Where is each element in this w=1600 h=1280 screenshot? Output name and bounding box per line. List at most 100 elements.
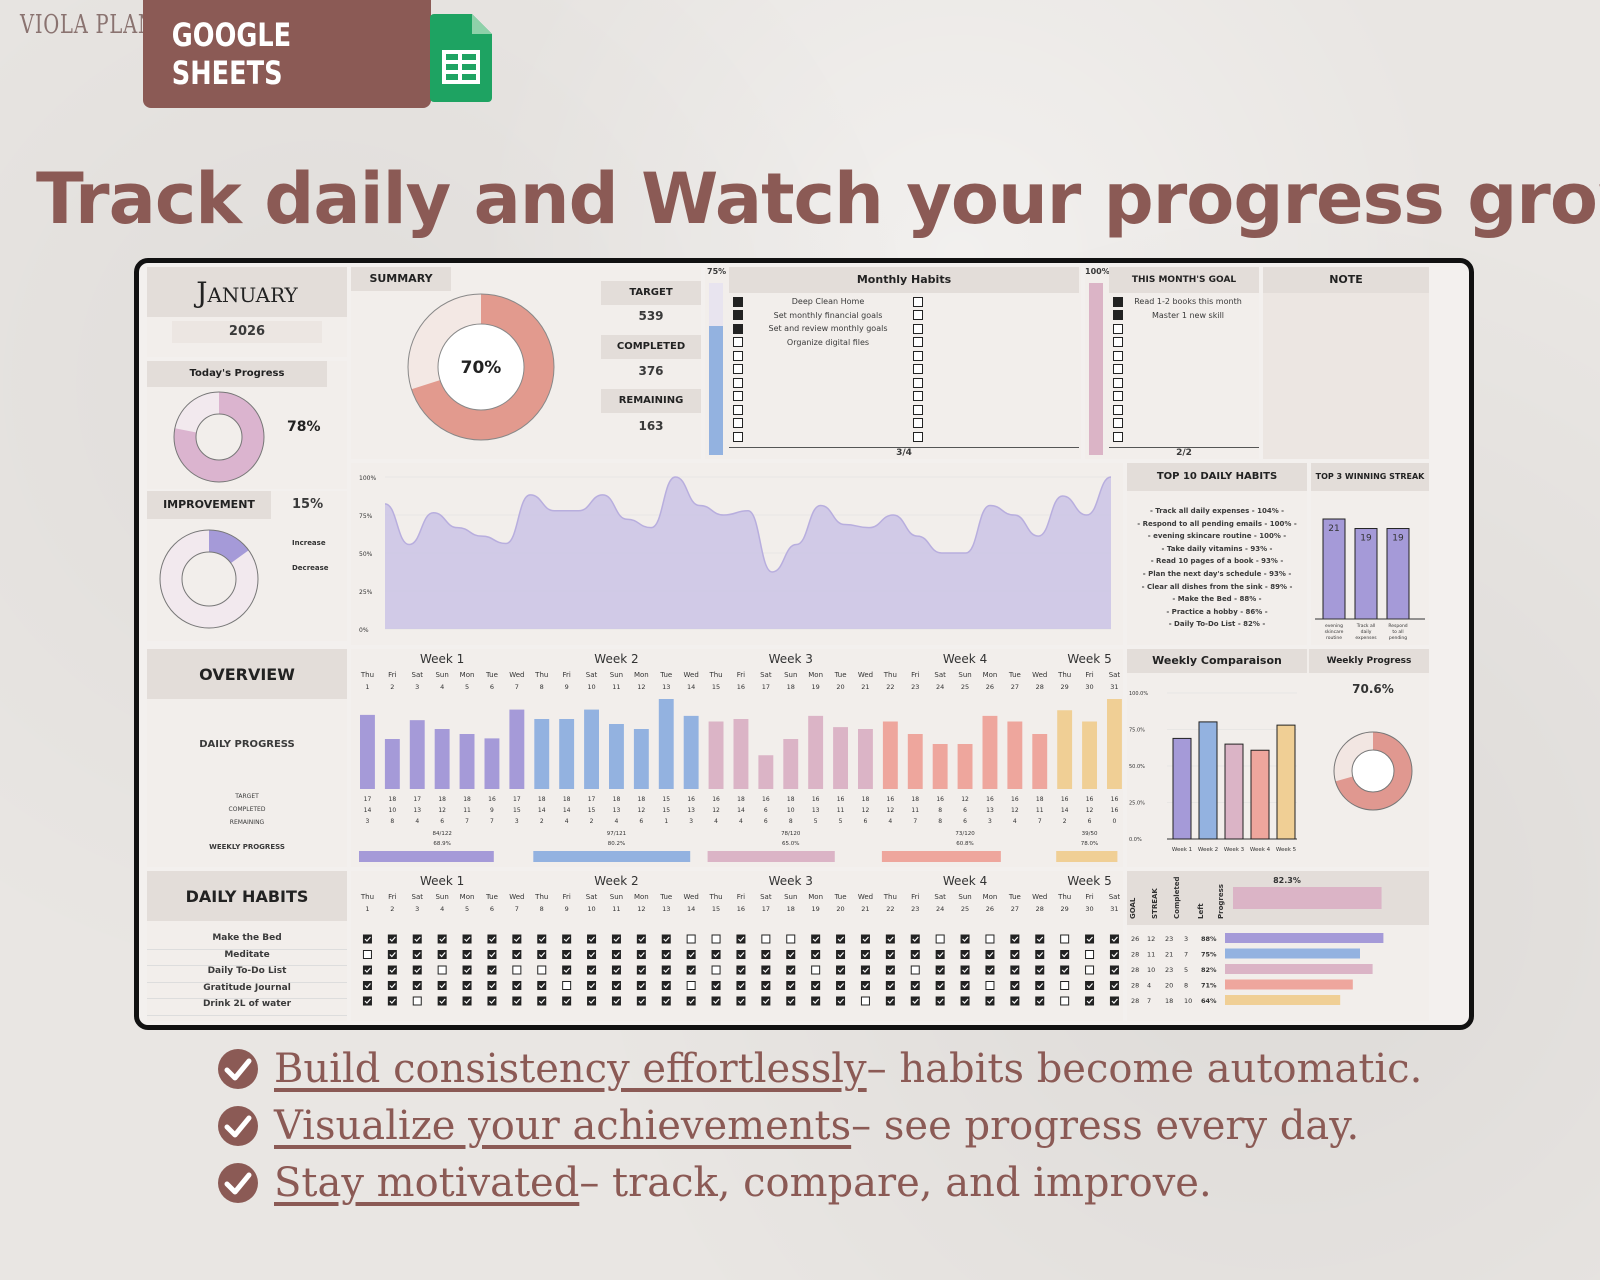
checkbox-checked[interactable]: [686, 965, 696, 975]
checkbox-checked[interactable]: [1035, 981, 1045, 990]
checkbox-checked[interactable]: [512, 996, 522, 1006]
checkbox-empty[interactable]: [437, 965, 447, 975]
checkbox-empty[interactable]: [1113, 404, 1123, 415]
checkbox-checked[interactable]: [786, 950, 796, 959]
checkbox-checked[interactable]: [910, 934, 920, 944]
checkbox-checked[interactable]: [761, 950, 771, 959]
checkbox-checked[interactable]: [1060, 950, 1070, 959]
checkbox-checked[interactable]: [1113, 310, 1123, 321]
checkbox-checked[interactable]: [1035, 965, 1045, 975]
checkbox-checked[interactable]: [462, 950, 472, 959]
checkbox-checked[interactable]: [910, 981, 920, 990]
checkbox-checked[interactable]: [587, 950, 597, 959]
checkbox-empty[interactable]: [913, 377, 923, 388]
checkbox-checked[interactable]: [611, 950, 621, 959]
checkbox-checked[interactable]: [786, 996, 796, 1006]
checkbox-checked[interactable]: [885, 981, 895, 990]
checkbox-empty[interactable]: [733, 431, 743, 442]
checkbox-checked[interactable]: [910, 950, 920, 959]
checkbox-empty[interactable]: [761, 934, 771, 944]
checkbox-empty[interactable]: [860, 996, 870, 1006]
checkbox-checked[interactable]: [562, 965, 572, 975]
checkbox-checked[interactable]: [462, 934, 472, 944]
benefit-link[interactable]: Stay motivated: [274, 1159, 580, 1206]
checkbox-checked[interactable]: [1010, 965, 1020, 975]
checkbox-checked[interactable]: [885, 996, 895, 1006]
checkbox-empty[interactable]: [1113, 418, 1123, 429]
checkbox-empty[interactable]: [512, 965, 522, 975]
checkbox-empty[interactable]: [686, 934, 696, 944]
checkbox-empty[interactable]: [913, 364, 923, 375]
checkbox-checked[interactable]: [512, 934, 522, 944]
checkbox-checked[interactable]: [736, 981, 746, 990]
checkbox-checked[interactable]: [1109, 934, 1119, 944]
checkbox-checked[interactable]: [1010, 981, 1020, 990]
checkbox-checked[interactable]: [611, 934, 621, 944]
checkbox-checked[interactable]: [437, 950, 447, 959]
checkbox-checked[interactable]: [387, 950, 397, 959]
checkbox-checked[interactable]: [811, 934, 821, 944]
checkbox-checked[interactable]: [786, 965, 796, 975]
checkbox-checked[interactable]: [512, 981, 522, 990]
checkbox-empty[interactable]: [1113, 364, 1123, 375]
checkbox-empty[interactable]: [913, 431, 923, 442]
checkbox-checked[interactable]: [362, 934, 372, 944]
checkbox-checked[interactable]: [686, 950, 696, 959]
checkbox-checked[interactable]: [1035, 950, 1045, 959]
checkbox-checked[interactable]: [711, 950, 721, 959]
checkbox-checked[interactable]: [935, 996, 945, 1006]
checkbox-empty[interactable]: [1060, 981, 1070, 990]
checkbox-empty[interactable]: [733, 364, 743, 375]
checkbox-checked[interactable]: [387, 965, 397, 975]
checkbox-checked[interactable]: [636, 965, 646, 975]
checkbox-checked[interactable]: [636, 934, 646, 944]
checkbox-checked[interactable]: [537, 996, 547, 1006]
checkbox-empty[interactable]: [913, 391, 923, 402]
checkbox-checked[interactable]: [711, 981, 721, 990]
checkbox-checked[interactable]: [1109, 996, 1119, 1006]
checkbox-checked[interactable]: [661, 950, 671, 959]
checkbox-checked[interactable]: [960, 934, 970, 944]
checkbox-empty[interactable]: [913, 296, 923, 307]
checkbox-empty[interactable]: [910, 965, 920, 975]
checkbox-checked[interactable]: [661, 981, 671, 990]
checkbox-checked[interactable]: [860, 965, 870, 975]
checkbox-empty[interactable]: [913, 418, 923, 429]
checkbox-checked[interactable]: [387, 981, 397, 990]
checkbox-empty[interactable]: [1085, 950, 1095, 959]
checkbox-checked[interactable]: [960, 965, 970, 975]
checkbox-empty[interactable]: [1113, 323, 1123, 334]
checkbox-checked[interactable]: [786, 981, 796, 990]
checkbox-empty[interactable]: [733, 377, 743, 388]
checkbox-checked[interactable]: [1085, 981, 1095, 990]
checkbox-checked[interactable]: [487, 950, 497, 959]
checkbox-empty[interactable]: [1113, 350, 1123, 361]
benefit-link[interactable]: Visualize your achievements: [274, 1102, 852, 1149]
checkbox-empty[interactable]: [913, 350, 923, 361]
checkbox-checked[interactable]: [836, 996, 846, 1006]
checkbox-checked[interactable]: [686, 996, 696, 1006]
checkbox-checked[interactable]: [562, 950, 572, 959]
checkbox-checked[interactable]: [761, 965, 771, 975]
checkbox-checked[interactable]: [1109, 981, 1119, 990]
checkbox-checked[interactable]: [733, 296, 743, 307]
checkbox-checked[interactable]: [960, 981, 970, 990]
checkbox-checked[interactable]: [1085, 934, 1095, 944]
checkbox-empty[interactable]: [733, 418, 743, 429]
checkbox-checked[interactable]: [1060, 965, 1070, 975]
checkbox-checked[interactable]: [733, 310, 743, 321]
checkbox-checked[interactable]: [836, 950, 846, 959]
checkbox-empty[interactable]: [811, 965, 821, 975]
checkbox-empty[interactable]: [913, 310, 923, 321]
checkbox-empty[interactable]: [786, 934, 796, 944]
checkbox-empty[interactable]: [412, 996, 422, 1006]
checkbox-checked[interactable]: [661, 934, 671, 944]
checkbox-checked[interactable]: [487, 965, 497, 975]
checkbox-checked[interactable]: [1010, 950, 1020, 959]
checkbox-empty[interactable]: [1113, 391, 1123, 402]
checkbox-checked[interactable]: [587, 981, 597, 990]
checkbox-checked[interactable]: [1010, 934, 1020, 944]
checkbox-checked[interactable]: [562, 996, 572, 1006]
checkbox-checked[interactable]: [736, 950, 746, 959]
checkbox-checked[interactable]: [1109, 965, 1119, 975]
